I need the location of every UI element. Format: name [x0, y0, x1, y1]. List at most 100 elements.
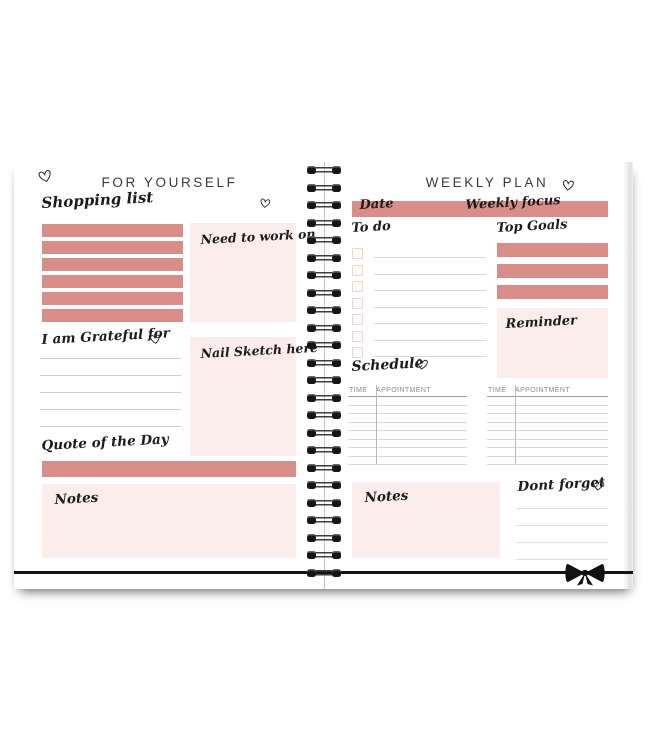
- schedule-row: [348, 440, 467, 448]
- schedule-table-header: TIME APPOINTMENT: [487, 383, 608, 397]
- shopping-list-bar: [42, 275, 183, 288]
- quote-bar: [42, 461, 296, 477]
- spiral-loop: [307, 393, 341, 402]
- ruled-line: [516, 509, 608, 526]
- ruled-line: [516, 492, 608, 509]
- schedule-table-header: TIME APPOINTMENT: [348, 383, 467, 397]
- spiral-loop: [307, 253, 341, 262]
- right-notes-label: Notes: [364, 487, 409, 506]
- todo-label: To do: [351, 218, 392, 236]
- schedule-row: [348, 448, 467, 457]
- todo-checkbox: [352, 248, 363, 259]
- schedule-row: [487, 406, 608, 414]
- todo-checkbox: [352, 347, 363, 358]
- shopping-list-bar: [42, 258, 183, 271]
- schedule-row: [348, 431, 467, 440]
- todo-row: [352, 264, 486, 276]
- todo-line: [374, 347, 486, 357]
- spiral-loop: [307, 323, 341, 332]
- schedule-row: [348, 397, 467, 406]
- ruled-line: [516, 526, 608, 543]
- page-gutter: [324, 162, 325, 589]
- schedule-row: [487, 397, 608, 406]
- schedule-row: [348, 423, 467, 431]
- schedule-table-left: TIME APPOINTMENT: [348, 383, 467, 465]
- todo-line: [374, 281, 486, 291]
- ruled-line: [40, 359, 181, 376]
- heart-icon: [257, 195, 273, 211]
- heart-icon: [413, 355, 432, 374]
- time-header: TIME: [488, 387, 507, 394]
- schedule-row: [487, 440, 608, 448]
- nail-sketch-panel: Nail Sketch here: [190, 337, 318, 456]
- spiral-loop: [307, 201, 341, 209]
- spiral-loop: [307, 341, 341, 349]
- spiral-loop: [307, 236, 341, 244]
- top-goal-bar: [497, 243, 608, 257]
- spiral-loop: [307, 568, 341, 577]
- heart-icon: [589, 476, 607, 494]
- schedule-column-divider: [515, 385, 516, 464]
- schedule-rows: [348, 397, 467, 465]
- todo-checkbox: [352, 281, 363, 292]
- left-page-title: FOR YOURSELF: [101, 175, 238, 190]
- schedule-column-divider: [376, 385, 377, 464]
- right-page-title: WEEKLY PLAN: [425, 175, 549, 190]
- shopping-list-bar: [42, 292, 183, 305]
- spiral-loop: [307, 428, 341, 437]
- shopping-list-bars: [42, 224, 183, 322]
- spiral-loop: [307, 533, 341, 542]
- todo-line: [374, 265, 486, 275]
- spiral-loop: [307, 446, 341, 454]
- todo-checkbox: [352, 264, 363, 276]
- left-notes-panel: Notes: [42, 484, 296, 558]
- todo-row: [352, 330, 486, 342]
- shopping-list-bar: [42, 241, 183, 254]
- spiral-loop: [307, 411, 341, 419]
- reminder-panel: Reminder: [497, 308, 608, 378]
- spiral-loop: [307, 306, 341, 314]
- spiral-loop: [307, 183, 341, 192]
- time-header: TIME: [349, 387, 368, 394]
- spiral-loop: [307, 376, 341, 384]
- nail-sketch-label: Nail Sketch here: [200, 339, 319, 361]
- spiral-loop: [307, 498, 341, 507]
- schedule-row: [487, 423, 608, 431]
- ruled-line: [40, 393, 181, 410]
- ruled-line: [40, 376, 181, 393]
- need-to-work-on-panel: Need to work on: [190, 223, 316, 322]
- spiral-loop: [307, 271, 341, 279]
- top-goal-bar: [497, 264, 608, 278]
- schedule-table-right: TIME APPOINTMENT: [487, 383, 608, 465]
- spiral-loop: [307, 288, 341, 297]
- ruled-line: [40, 342, 181, 359]
- spiral-loop: [307, 218, 341, 227]
- todo-checkbox: [352, 330, 363, 342]
- schedule-row: [348, 406, 467, 414]
- top-goal-bar: [497, 285, 608, 299]
- left-notes-label: Notes: [54, 489, 99, 508]
- todo-row: [352, 347, 486, 358]
- reminder-label: Reminder: [505, 313, 578, 332]
- grateful-lines: [40, 342, 181, 427]
- appointment-header: APPOINTMENT: [515, 387, 570, 394]
- spiral-loop: [307, 481, 341, 489]
- top-goals-bars: [497, 243, 608, 299]
- ruled-line: [516, 543, 608, 560]
- dont-forget-lines: [516, 492, 608, 560]
- schedule-row: [487, 414, 608, 423]
- spiral-loop: [307, 516, 341, 524]
- spiral-loop: [307, 358, 341, 367]
- ruled-line: [40, 410, 181, 427]
- right-notes-panel: Notes: [352, 482, 500, 558]
- shopping-list-bar: [42, 309, 183, 322]
- spiral-loop: [307, 463, 341, 472]
- todo-line: [374, 298, 486, 308]
- heart-icon: [34, 165, 55, 186]
- spiral-binding: [307, 166, 341, 577]
- schedule-row: [487, 457, 608, 465]
- todo-row: [352, 297, 486, 309]
- schedule-row: [348, 414, 467, 423]
- spiral-loop: [307, 166, 341, 174]
